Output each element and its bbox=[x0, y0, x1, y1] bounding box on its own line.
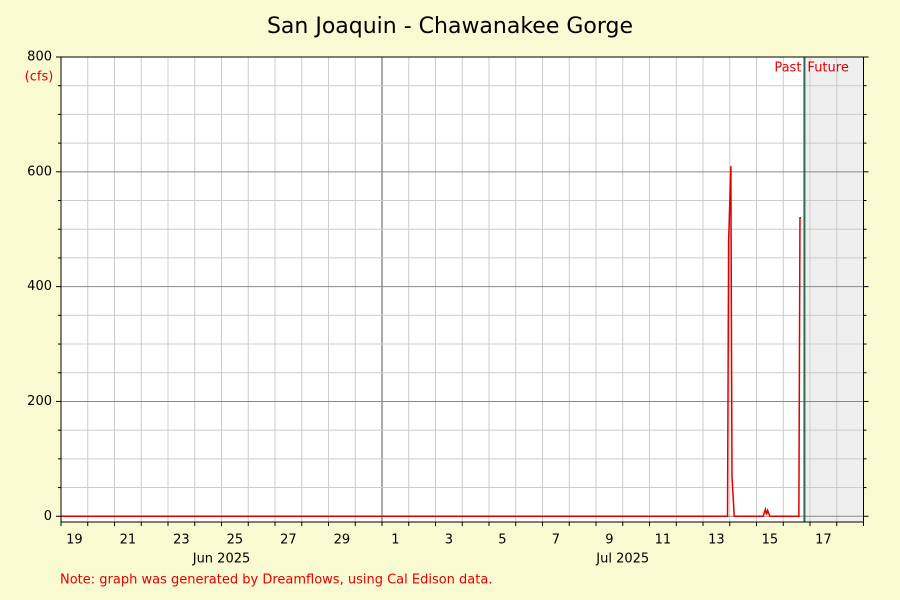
future-region bbox=[804, 57, 864, 522]
plot-border bbox=[60, 56, 864, 523]
x-tick-label: 23 bbox=[173, 533, 190, 548]
x-tick-label: 25 bbox=[227, 533, 244, 548]
x-tick-label: 11 bbox=[655, 533, 672, 548]
data-line bbox=[61, 166, 802, 518]
x-tick-label: 1 bbox=[391, 533, 399, 548]
y-tick-label: 800 bbox=[27, 50, 52, 65]
month-label: Jul 2025 bbox=[595, 552, 649, 567]
x-tick-label: 29 bbox=[334, 533, 351, 548]
x-tick-label: 27 bbox=[280, 533, 297, 548]
x-tick-label: 21 bbox=[120, 533, 137, 548]
y-tick-label: 600 bbox=[27, 164, 52, 179]
y-tick-label: 200 bbox=[27, 394, 52, 409]
x-tick-label: 15 bbox=[762, 533, 779, 548]
future-label: Future bbox=[807, 61, 848, 76]
x-tick-label: 5 bbox=[498, 533, 506, 548]
note: Note: graph was generated by Dreamflows,… bbox=[60, 573, 492, 588]
y-tick-label: 400 bbox=[27, 279, 52, 294]
month-label: Jun 2025 bbox=[192, 552, 251, 567]
y-axis-label: (cfs) bbox=[25, 70, 54, 85]
x-tick-label: 19 bbox=[66, 533, 83, 548]
x-tick-label: 7 bbox=[552, 533, 560, 548]
past-label: Past bbox=[774, 61, 801, 76]
x-tick-label: 13 bbox=[708, 533, 725, 548]
x-tick-label: 9 bbox=[605, 533, 613, 548]
x-tick-label: 3 bbox=[445, 533, 453, 548]
x-tick-label: 17 bbox=[815, 533, 832, 548]
chart-title: San Joaquin - Chawanakee Gorge bbox=[267, 14, 633, 39]
y-tick-label: 0 bbox=[44, 509, 52, 524]
